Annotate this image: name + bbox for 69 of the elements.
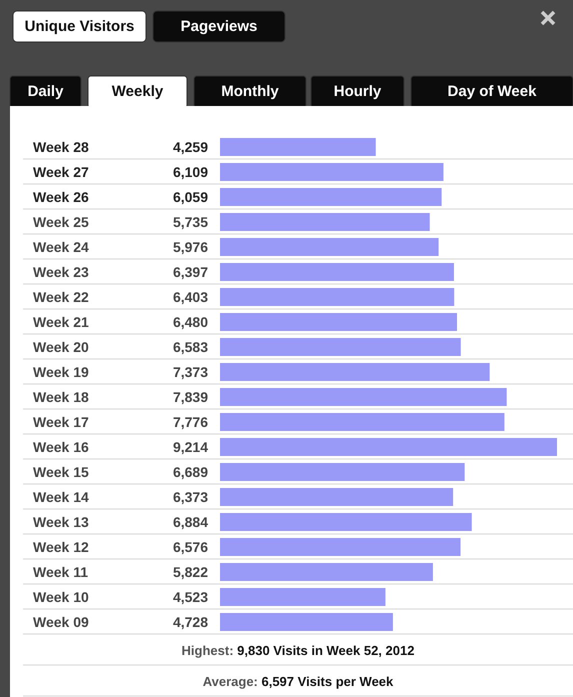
- data-label: 6,059: [172, 189, 208, 205]
- data-label: 6,397: [172, 264, 208, 280]
- y-tick-label: Week 28: [33, 139, 89, 155]
- data-label: 5,976: [172, 239, 208, 255]
- data-label: 6,480: [172, 314, 208, 330]
- text: Weekly: [112, 83, 164, 100]
- bar: [220, 138, 376, 156]
- data-label: 6,403: [172, 289, 208, 305]
- y-tick-label: Week 25: [33, 214, 89, 230]
- y-tick-label: Week 24: [33, 239, 89, 255]
- y-tick-label: Week 15: [33, 464, 89, 480]
- bar: [220, 288, 454, 306]
- text: Hourly: [334, 83, 382, 100]
- y-tick-label: Week 12: [33, 539, 89, 555]
- bar: [220, 513, 472, 531]
- y-tick-label: Week 27: [33, 164, 89, 180]
- data-label: 7,839: [172, 389, 208, 405]
- bar: [220, 538, 461, 556]
- y-tick-label: Week 10: [33, 589, 89, 605]
- bar: [220, 563, 433, 581]
- y-tick-label: Week 23: [33, 264, 89, 280]
- data-label: 4,259: [172, 139, 208, 155]
- bar: [220, 263, 454, 281]
- bar: [220, 188, 442, 206]
- text: Day of Week: [448, 83, 538, 100]
- data-label: 6,689: [172, 464, 208, 480]
- data-label: 7,776: [172, 414, 208, 430]
- data-label: 6,373: [172, 489, 208, 505]
- bar: [220, 463, 465, 481]
- bar: [220, 438, 557, 456]
- y-tick-label: Week 09: [33, 614, 89, 630]
- bar: [220, 213, 430, 231]
- y-tick-label: Week 11: [33, 564, 88, 580]
- data-label: 4,728: [172, 614, 208, 630]
- y-tick-label: Week 13: [33, 514, 89, 530]
- y-tick-label: Week 21: [33, 314, 89, 330]
- bar: [220, 363, 490, 381]
- bar: [220, 238, 439, 256]
- data-label: 6,583: [172, 339, 208, 355]
- y-tick-label: Week 14: [33, 489, 89, 505]
- y-tick-label: Week 18: [33, 389, 89, 405]
- y-tick-label: Week 22: [33, 289, 89, 305]
- bar: [220, 613, 393, 631]
- y-tick-label: Week 16: [33, 439, 89, 455]
- bar: [220, 388, 507, 406]
- text: Pageviews: [180, 18, 258, 35]
- y-tick-label: Week 17: [33, 414, 89, 430]
- text: Average: 6,597 Visits per Week: [202, 674, 394, 689]
- data-label: 5,822: [172, 564, 208, 580]
- bar: [220, 338, 461, 356]
- text: Highest: 9,830 Visits in Week 52, 2012: [182, 643, 414, 658]
- data-label: 6,109: [172, 164, 208, 180]
- data-label: 9,214: [172, 439, 208, 455]
- bar: [220, 588, 386, 606]
- data-label: 6,884: [172, 514, 208, 530]
- data-label: 7,373: [172, 364, 208, 380]
- data-label: 6,576: [172, 539, 208, 555]
- text: Monthly: [221, 83, 280, 100]
- bar: [220, 488, 454, 506]
- text: Unique Visitors: [24, 18, 134, 35]
- data-label: 5,735: [172, 214, 208, 230]
- data-label: 4,523: [172, 589, 208, 605]
- bar: [220, 413, 504, 431]
- bar: [220, 163, 444, 181]
- text: Daily: [28, 83, 64, 100]
- y-tick-label: Week 19: [33, 364, 89, 380]
- bar: [220, 313, 458, 331]
- y-tick-label: Week 20: [33, 339, 89, 355]
- y-tick-label: Week 26: [33, 189, 89, 205]
